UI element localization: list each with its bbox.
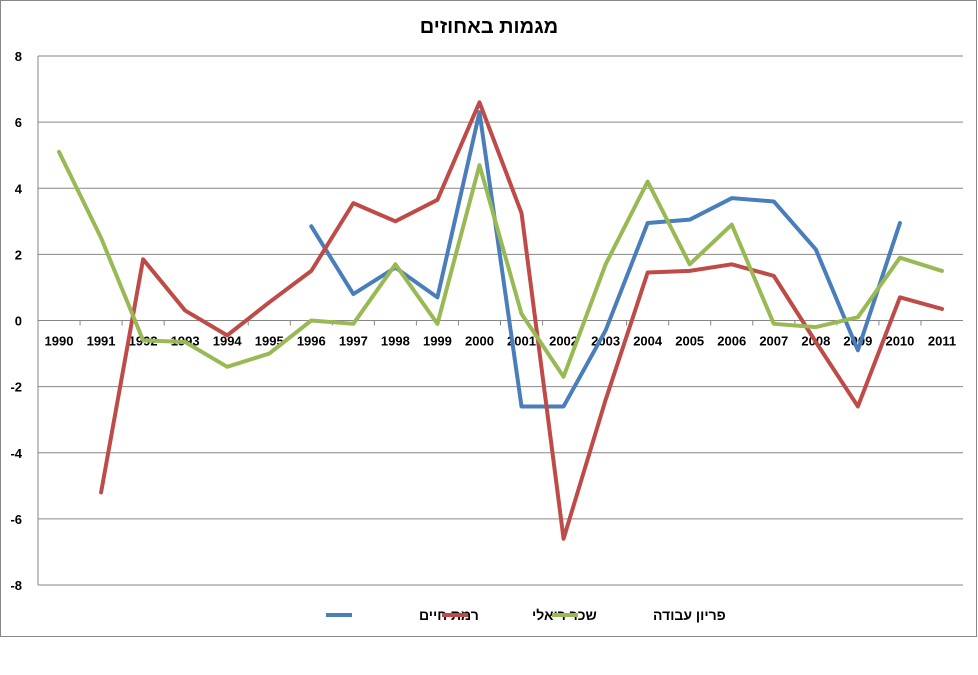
y-tick-label: 4 bbox=[15, 181, 23, 196]
legend-item: פריון עבודה bbox=[552, 607, 726, 623]
y-tick-label: -4 bbox=[10, 446, 22, 461]
x-tick-label: 1994 bbox=[213, 334, 243, 349]
series-lines bbox=[57, 100, 944, 541]
x-tick-label: 2005 bbox=[675, 334, 704, 349]
x-axis-ticks: 1990 1991 1992 1993 1994 1995 1996 1997 1998 1999… bbox=[37, 320, 956, 349]
x-tick-label: 2006 bbox=[717, 334, 746, 349]
x-tick-label: 1999 bbox=[423, 334, 452, 349]
x-tick-label: 1996 bbox=[297, 334, 326, 349]
y-tick-label: -8 bbox=[10, 578, 22, 593]
x-tick-label: 2007 bbox=[759, 334, 788, 349]
x-tick-label: 1991 bbox=[87, 334, 116, 349]
chart-area bbox=[0, 0, 977, 637]
legend-label: פריון עבודה bbox=[653, 607, 726, 623]
y-axis-ticks: 8 6 4 2 0 -2 -4 -6 -8 bbox=[10, 49, 22, 593]
y-tick-label: 8 bbox=[15, 49, 22, 64]
x-tick-label: 2011 bbox=[928, 334, 956, 349]
chart-title: מגמות באחוזים bbox=[420, 16, 558, 38]
x-tick-label: 1990 bbox=[45, 334, 74, 349]
x-tick-label: 1998 bbox=[381, 334, 410, 349]
y-tick-label: 6 bbox=[15, 115, 22, 130]
x-tick-label: 2004 bbox=[633, 334, 663, 349]
series-line-1 bbox=[99, 100, 944, 541]
x-tick-label: 2010 bbox=[885, 334, 914, 349]
x-tick-label: 2002 bbox=[549, 334, 578, 349]
x-tick-label: 1995 bbox=[255, 334, 284, 349]
series-line-2 bbox=[57, 149, 944, 379]
y-tick-label: -6 bbox=[10, 512, 22, 527]
y-tick-label: -2 bbox=[10, 380, 22, 395]
x-tick-label: 2000 bbox=[465, 334, 494, 349]
y-tick-label: 2 bbox=[15, 247, 22, 262]
x-tick-label: 1997 bbox=[339, 334, 368, 349]
series-line-0 bbox=[309, 110, 902, 409]
y-tick-label: 0 bbox=[15, 314, 22, 329]
